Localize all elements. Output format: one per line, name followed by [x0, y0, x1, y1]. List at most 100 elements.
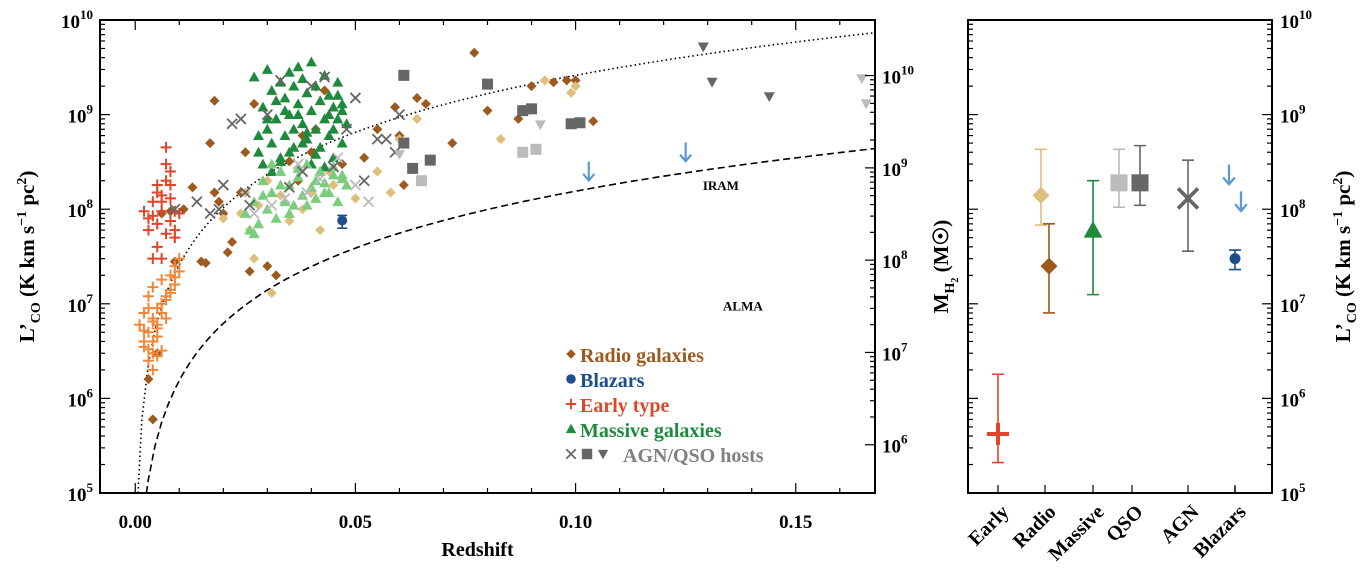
plus-marker	[142, 355, 154, 367]
triangle-marker	[1083, 220, 1103, 238]
cross-marker	[239, 186, 251, 199]
error-bar	[1087, 179, 1099, 296]
triangle-marker	[314, 95, 326, 106]
plus-marker	[173, 265, 185, 277]
square-marker	[398, 137, 410, 149]
triangle-marker	[257, 101, 269, 112]
x-tick-label: 0.05	[339, 512, 372, 533]
diamond-marker	[561, 75, 572, 86]
square-marker	[415, 175, 427, 187]
upper-limit-arrow-marker	[1234, 191, 1248, 213]
y2-axis-label: MH2 (M☉)	[929, 220, 961, 314]
right-y-tick-label: 107	[1280, 291, 1306, 317]
triangle-marker	[305, 56, 317, 67]
triangle-marker	[323, 109, 335, 119]
y-tick-label: 1010	[61, 7, 93, 33]
diamond-marker	[213, 196, 224, 207]
right-y-tick-label: 1010	[1280, 7, 1312, 33]
right-y-tick-label: 105	[1280, 480, 1306, 506]
diamond-marker	[209, 95, 220, 106]
cross-marker	[213, 203, 225, 215]
y-tick-label: 109	[68, 102, 94, 128]
right-y-tick-label: 109	[1280, 102, 1306, 128]
diamond-marker	[249, 98, 260, 109]
triangle-marker	[310, 175, 322, 186]
diamond-marker	[398, 180, 409, 191]
y2-tick-label: 106	[882, 432, 908, 458]
invtriangle-marker	[697, 42, 709, 53]
circle-marker	[337, 215, 348, 226]
cross-marker	[358, 175, 370, 187]
triangle-marker	[292, 109, 304, 119]
plus-marker	[173, 253, 185, 265]
y2-tick-label: 108	[882, 247, 908, 273]
diamond-marker	[249, 253, 260, 264]
right-point-early	[987, 373, 1009, 464]
legend-circle-marker	[566, 374, 576, 384]
cross-marker	[204, 207, 216, 220]
series-agn-qso-hosts-triangles-light-	[393, 74, 872, 160]
diamond-marker	[227, 237, 238, 248]
plus-marker	[169, 271, 181, 283]
diamond-marker	[570, 75, 581, 86]
invtriangle-marker	[860, 99, 872, 110]
cross-marker	[1176, 187, 1200, 210]
triangle-marker	[266, 158, 278, 169]
cross-marker	[248, 207, 260, 220]
right-point-blazars	[1222, 164, 1236, 186]
diamond-marker	[447, 138, 458, 149]
y2-tick-label: 107	[882, 339, 908, 365]
triangle-marker	[305, 105, 317, 116]
triangle-marker	[266, 137, 278, 148]
diamond-marker	[495, 134, 506, 145]
triangle-marker	[310, 148, 322, 159]
cross-marker	[340, 123, 353, 135]
cross-marker	[393, 108, 406, 121]
triangle-marker	[310, 123, 322, 134]
plus-marker	[156, 196, 168, 208]
square-marker	[574, 117, 586, 129]
diamond-marker	[588, 116, 599, 127]
legend-cross-marker	[565, 448, 577, 460]
triangle-marker	[257, 158, 269, 169]
plus-marker	[160, 158, 172, 170]
x-tick-label: 0.10	[559, 512, 592, 533]
legend-label-massive-galaxies: Massive galaxies	[580, 420, 722, 442]
diamond-marker	[359, 152, 370, 163]
series-agn-qso-hosts-crosses-	[169, 71, 406, 220]
right-y-tick-label: 108	[1280, 196, 1306, 222]
y2-tick-label: 109	[882, 155, 908, 181]
right-point-blazars	[1234, 191, 1248, 213]
triangle-marker	[266, 187, 278, 197]
arrow-marker	[679, 142, 692, 163]
triangle-marker	[275, 166, 287, 176]
plus-marker	[147, 253, 159, 265]
plus-marker	[164, 192, 176, 204]
triangle-marker	[319, 69, 331, 80]
diamond-marker	[385, 187, 396, 198]
triangle-marker	[301, 126, 313, 137]
legend-triangle-marker	[565, 423, 577, 434]
legend: Radio galaxies Blazars Early type Massive g…	[565, 345, 764, 467]
triangle-marker	[319, 187, 331, 197]
plus-marker	[169, 224, 181, 236]
right-point-massive	[1083, 179, 1103, 296]
cross-marker	[349, 179, 362, 191]
cross-marker	[318, 71, 331, 83]
diamond-marker	[222, 247, 233, 258]
triangle-marker	[283, 179, 295, 190]
triangle-marker	[275, 179, 287, 190]
diamond-marker	[209, 187, 220, 198]
left-plot-frame	[99, 19, 876, 494]
x-tick-label: 0.00	[119, 512, 152, 533]
diamond-marker	[526, 81, 537, 92]
y-tick-label: 108	[68, 196, 94, 222]
diamond-marker	[469, 47, 480, 58]
triangle-marker	[253, 146, 265, 157]
diamond-marker	[566, 87, 577, 98]
square-marker	[398, 69, 410, 81]
triangle-marker	[288, 199, 300, 210]
x-tick-label: 0.15	[779, 512, 812, 533]
triangle-marker	[305, 181, 317, 192]
